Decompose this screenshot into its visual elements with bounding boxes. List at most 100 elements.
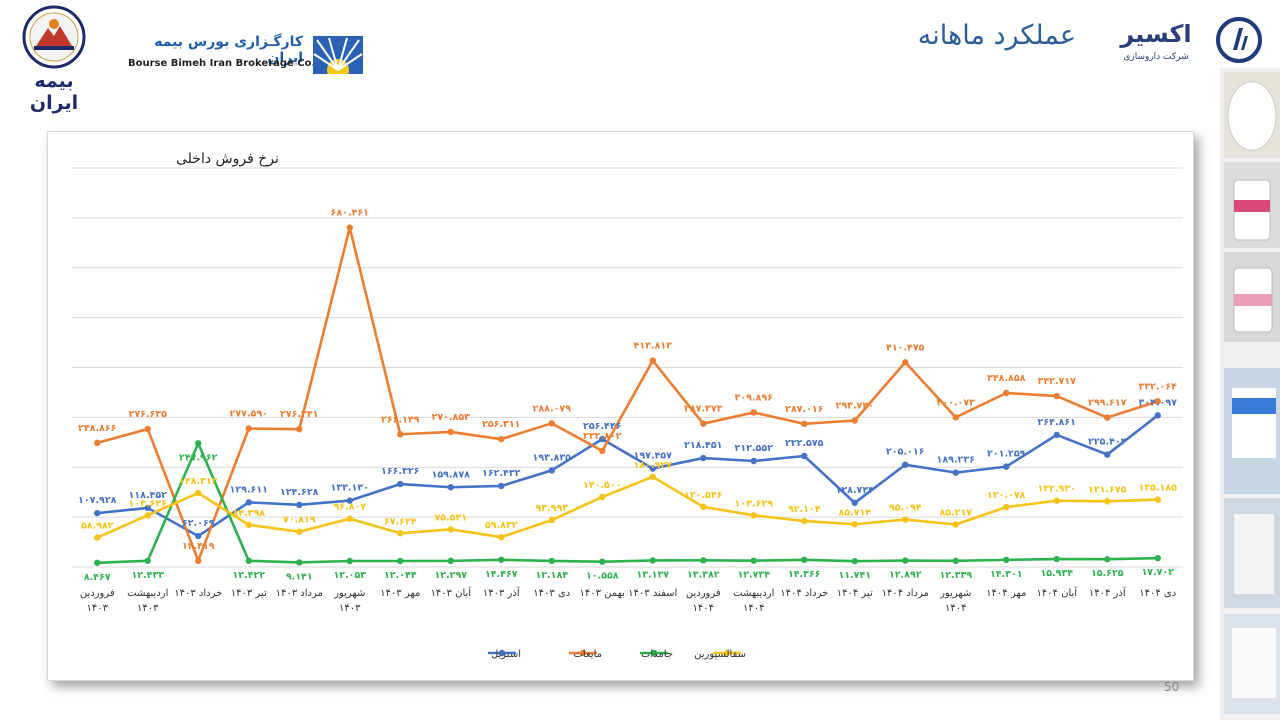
data-label-jamedat: ۱۲.۱۸۴ [535, 570, 568, 581]
data-label-estril: ۱۱۸.۴۵۲ [129, 490, 168, 501]
data-point-estril [144, 504, 151, 512]
data-label-jamedat: ۸.۴۶۷ [84, 572, 111, 583]
data-point-jamedat [346, 557, 353, 565]
eksir-logo-text: اکسیر [1120, 20, 1192, 48]
data-point-jamedat [952, 557, 959, 565]
data-point-jamedat [599, 558, 606, 565]
data-label-mayeat: ۲۹۳.۷۴۰ [836, 400, 874, 411]
data-point-jamedat [1104, 556, 1111, 563]
data-point-estril [1104, 451, 1111, 458]
data-label-mayeat: ۲۴۸.۸۶۶ [78, 423, 116, 434]
data-label-estril: ۲۱۸.۴۵۱ [684, 440, 722, 451]
data-point-sefalosporin [94, 534, 101, 541]
brand-english-name: Bourse Bimeh Iran Brokerage Co. [128, 58, 316, 69]
data-point-estril [599, 435, 606, 443]
data-point-jamedat [195, 440, 202, 447]
data-point-estril [1154, 412, 1161, 419]
x-tick-label: خرداد ۱۴۰۳ [174, 588, 222, 599]
data-point-sefalosporin [346, 515, 353, 522]
data-point-estril [498, 482, 505, 490]
data-label-sefalosporin: ۱۴۸.۳۱۲ [179, 476, 218, 487]
data-label-sefalosporin: ۹۵.۰۹۴ [889, 503, 922, 514]
data-label-estril: ۱۲۴.۶۲۸ [280, 487, 319, 498]
data-label-sefalosporin: ۱۰۳.۶۳۶ [129, 498, 167, 509]
data-label-mayeat: ۲۷۰.۸۵۳ [432, 412, 471, 423]
data-label-mayeat: ۲۸۷.۳۷۳ [684, 404, 723, 415]
data-point-mayeat [397, 431, 404, 438]
data-label-sefalosporin: ۱۸۰.۹۲۷ [634, 460, 673, 471]
data-point-mayeat [599, 447, 606, 455]
data-label-estril: ۱۶۲.۴۳۲ [482, 468, 521, 479]
data-point-mayeat [851, 417, 858, 424]
data-point-jamedat [548, 557, 555, 565]
data-label-estril: ۳۰۴.۰۹۷ [1139, 397, 1178, 408]
data-point-sefalosporin [447, 526, 454, 533]
data-label-mayeat: ۲۵۶.۳۱۱ [482, 419, 520, 430]
x-tick-label: آبان ۱۴۰۳ [430, 586, 472, 599]
data-point-sefalosporin [548, 516, 555, 524]
data-point-estril [195, 532, 202, 540]
x-tick-label: فروردین ۱۴۰۳ [80, 588, 115, 614]
data-label-sefalosporin: ۱۲۰.۰۷۸ [987, 490, 1026, 501]
data-point-jamedat [447, 557, 454, 565]
data-label-mayeat: ۳۳۲.۰۶۴ [1139, 381, 1178, 392]
x-tick-label: بهمن ۱۴۰۳ [580, 588, 625, 599]
data-label-mayeat: ۲۷۶.۶۳۵ [129, 409, 168, 420]
x-tick-label: مهر ۱۴۰۴ [986, 588, 1026, 599]
data-label-sefalosporin: ۵۹.۸۳۲ [485, 520, 518, 531]
data-label-sefalosporin: ۱۳۵.۱۸۵ [1139, 483, 1178, 494]
data-label-jamedat: ۱۱.۷۴۱ [838, 570, 871, 581]
data-label-jamedat: ۱۲.۷۳۴ [737, 570, 770, 581]
data-label-sefalosporin: ۸۵.۲۱۷ [939, 507, 972, 518]
x-tick-label: آبان ۱۴۰۴ [1036, 586, 1078, 599]
data-label-estril: ۱۹۳.۸۳۵ [533, 452, 572, 463]
data-label-estril: ۲۲۲.۵۷۵ [785, 438, 824, 449]
brokerage-brand: کارگـزاری بورس بیمه ایران Bourse Bimeh I… [128, 34, 368, 78]
data-point-estril [700, 454, 707, 462]
data-label-sefalosporin: ۹۲.۱۰۴ [788, 504, 821, 515]
data-label-sefalosporin: ۱۲۰.۵۴۶ [684, 490, 722, 501]
data-point-jamedat [498, 556, 505, 563]
data-label-mayeat: ۶۸۰.۴۶۱ [331, 208, 369, 219]
data-point-mayeat [649, 357, 656, 364]
eksir-logo-subtext: شرکت داروسازی [1123, 52, 1189, 62]
data-point-mayeat [548, 420, 555, 427]
data-point-mayeat [144, 425, 151, 433]
data-point-estril [94, 509, 101, 517]
data-point-estril [1003, 463, 1010, 470]
data-label-mayeat: ۳۰۹.۸۹۶ [735, 392, 773, 403]
x-tick-label: اردیبهشت ۱۴۰۳ [127, 588, 168, 614]
data-label-jamedat: ۱۵.۶۲۵ [1091, 568, 1124, 579]
data-point-jamedat [801, 556, 808, 564]
data-label-mayeat: ۳۴۸.۸۵۸ [987, 373, 1026, 384]
chart-card: نرخ فروش داخلی فروردین ۱۴۰۳ اردیبهشت ۱۴۰۳ خرد… [47, 131, 1194, 681]
data-label-estril: ۲۲۵.۴۰۴ [1088, 437, 1127, 448]
data-point-mayeat [1003, 389, 1010, 397]
data-label-jamedat: ۱۷.۷۰۲ [1141, 567, 1174, 578]
data-label-jamedat: ۱۲.۸۹۲ [889, 570, 922, 581]
line-chart: نرخ فروش داخلی فروردین ۱۴۰۳ اردیبهشت ۱۴۰۳ خرد… [72, 151, 1183, 660]
data-point-sefalosporin [750, 512, 757, 519]
x-tick-label: فروردین ۱۴۰۴ [686, 588, 721, 614]
series-line-jamedat [97, 442, 1158, 565]
data-point-sefalosporin [700, 503, 707, 511]
data-label-jamedat: ۱۴.۳۰۱ [990, 569, 1023, 580]
data-point-mayeat [195, 557, 202, 565]
data-label-jamedat: ۱۲.۰۴۴ [384, 570, 417, 581]
data-point-estril [801, 452, 808, 460]
x-tick-label: اردیبهشت ۱۴۰۴ [733, 588, 774, 614]
data-point-mayeat [952, 414, 959, 421]
data-point-mayeat [498, 435, 505, 443]
data-label-sefalosporin: ۶۷.۶۲۴ [384, 516, 417, 527]
data-point-jamedat [1003, 556, 1010, 564]
data-point-jamedat [902, 557, 909, 564]
data-point-estril [902, 461, 909, 468]
data-label-jamedat: ۱۳.۳۸۲ [687, 569, 720, 580]
data-label-estril: ۱۲۹.۶۱۱ [230, 484, 268, 495]
data-label-sefalosporin: ۹۶.۸۰۷ [333, 502, 366, 513]
data-label-estril: ۲۰۵.۰۱۶ [886, 447, 924, 458]
data-label-jamedat: ۱۲.۴۲۲ [232, 570, 265, 581]
data-point-jamedat [1154, 554, 1161, 562]
data-point-estril [245, 499, 252, 506]
data-point-sefalosporin [1053, 497, 1060, 504]
